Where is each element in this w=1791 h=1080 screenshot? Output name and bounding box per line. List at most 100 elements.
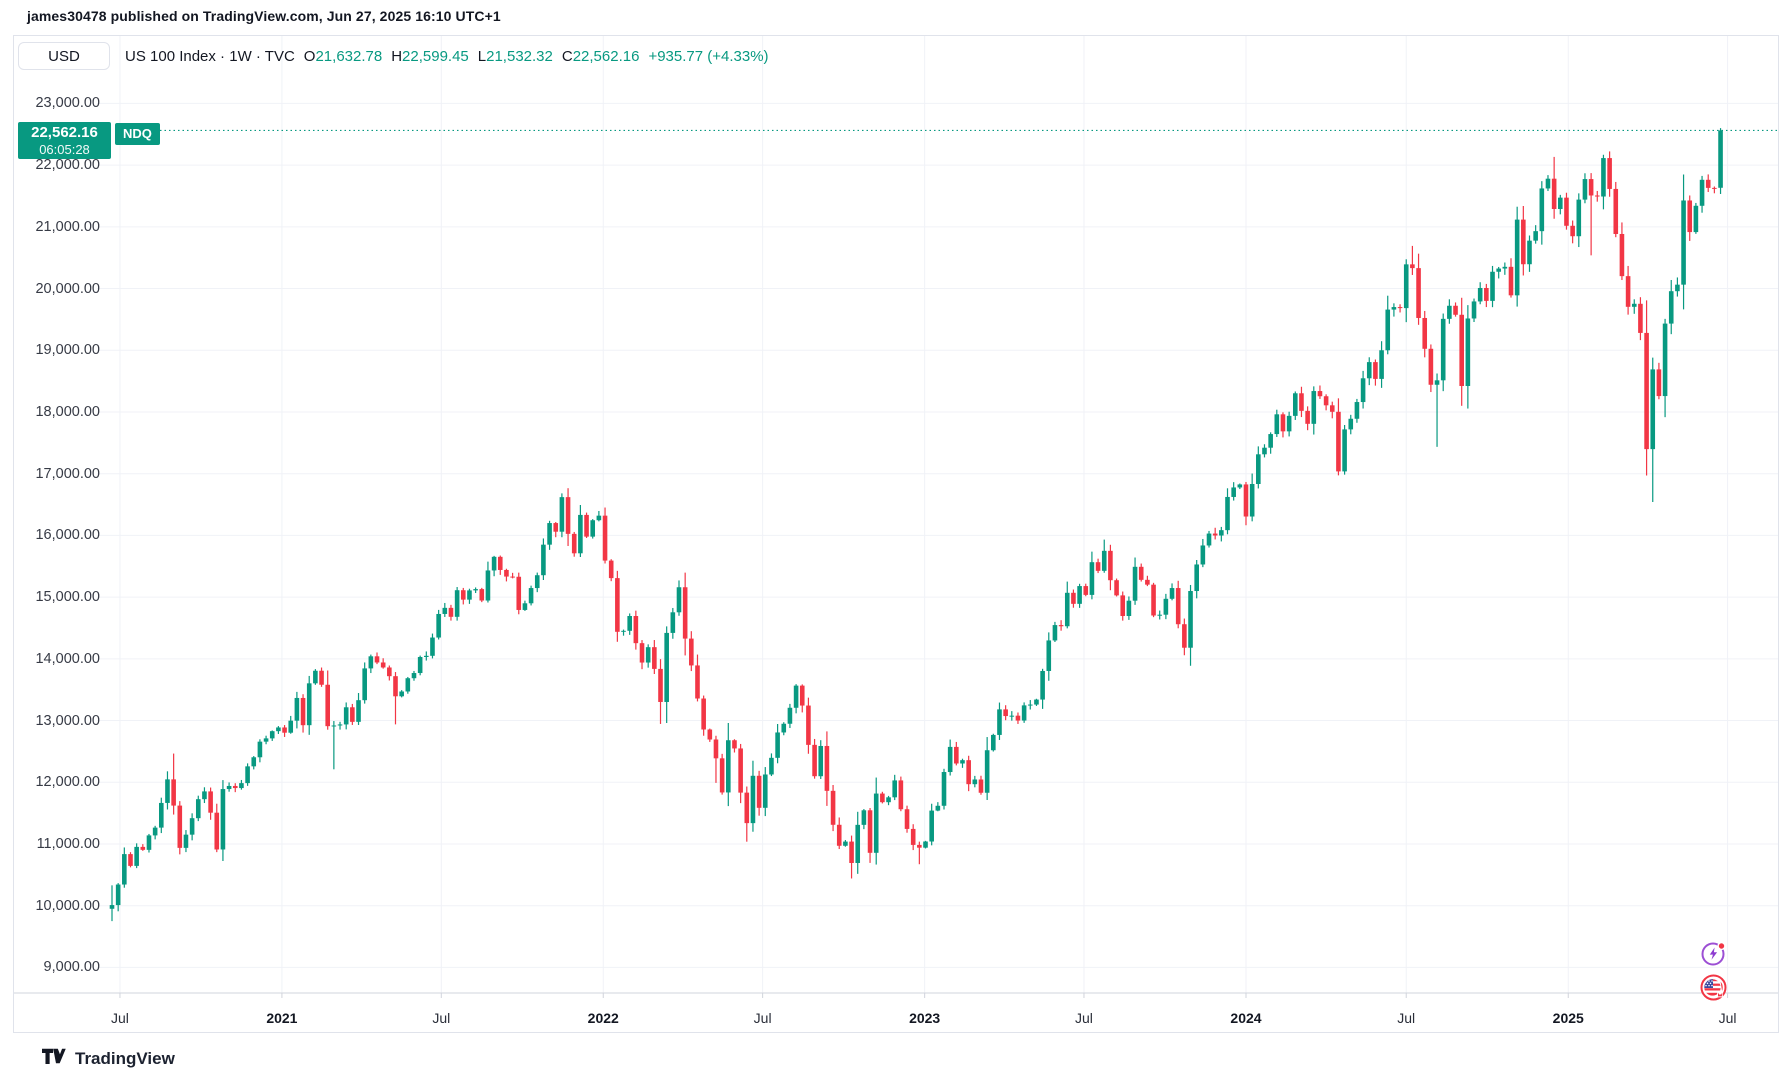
candle-body [214, 812, 220, 850]
candle-body [1718, 130, 1723, 188]
candle-body [1027, 704, 1033, 706]
candle-body [873, 793, 879, 853]
candle-body [1379, 350, 1384, 379]
candle-body [676, 587, 682, 613]
candle-body [658, 668, 663, 702]
candle-body [836, 824, 842, 846]
candle-body [245, 766, 250, 784]
candle-body [522, 603, 528, 610]
candle-body [1514, 219, 1520, 296]
candle-body [1138, 566, 1144, 580]
x-axis-label: Jul [110, 1010, 129, 1026]
candle-body [1385, 309, 1391, 351]
candle-body [1083, 586, 1089, 595]
currency-selector-button[interactable]: USD [18, 42, 110, 70]
candle-body [1052, 625, 1058, 641]
candle-body [362, 668, 367, 701]
candle-body [1416, 268, 1421, 318]
candle-body [325, 684, 331, 727]
candle-body [393, 676, 398, 697]
candle-body [374, 656, 380, 663]
candle-body [904, 809, 910, 829]
y-axis-label: 12,000.00 [35, 774, 100, 791]
candle-body [818, 745, 824, 777]
candle-body [257, 741, 263, 758]
candle-body [1175, 588, 1181, 625]
candle-body [1687, 200, 1693, 233]
candle-body [1317, 391, 1323, 397]
candle-body [1650, 369, 1656, 450]
candle-body [1601, 158, 1606, 197]
candle-body [1132, 566, 1138, 601]
candle-body [910, 828, 916, 845]
candle-body [1422, 317, 1428, 349]
candle-body [442, 607, 448, 614]
candle-body [485, 570, 491, 601]
y-axis-label: 17,000.00 [35, 465, 100, 482]
candle-body [1570, 225, 1575, 237]
candle-body [1108, 550, 1113, 581]
candle-body [1015, 715, 1021, 721]
candle-body [497, 556, 503, 570]
candle-body [639, 643, 645, 663]
candle-body [960, 760, 965, 764]
candle-body [1329, 405, 1335, 412]
y-axis-label: 20,000.00 [35, 280, 100, 297]
candle-body [177, 805, 183, 848]
candle-body [1046, 640, 1052, 671]
candle-body [707, 729, 713, 740]
candle-body [954, 746, 959, 764]
candle-body [732, 740, 737, 749]
candle-body [806, 705, 811, 745]
symbol-title: US 100 Index · 1W · TVC [125, 47, 295, 65]
x-axis-label: 2021 [266, 1010, 298, 1026]
candle-body [645, 647, 651, 663]
candle-body [1120, 595, 1126, 617]
candle-body [935, 805, 941, 811]
candle-body [1662, 323, 1668, 397]
candle-body [510, 576, 515, 578]
ohlc-low: L21,532.32 [477, 47, 553, 65]
candle-body [892, 780, 898, 798]
us-economic-calendar-icon[interactable] [1700, 974, 1727, 1001]
candle-body [269, 731, 275, 739]
candle-body [1305, 410, 1310, 424]
candle-body [719, 758, 725, 793]
candle-body [1009, 715, 1015, 717]
tradingview-attribution-link[interactable]: TradingView [42, 1046, 175, 1071]
candle-body [966, 760, 971, 785]
flash-boost-icon[interactable] [1700, 940, 1727, 967]
x-axis-label: Jul [1718, 1010, 1737, 1026]
candle-body [602, 515, 608, 561]
y-axis-label: 19,000.00 [35, 342, 100, 359]
candle-body [849, 841, 854, 863]
candle-body [1490, 271, 1495, 301]
candle-body [171, 779, 176, 806]
candle-body [1699, 179, 1705, 206]
candle-body [1243, 484, 1249, 517]
candle-body [1077, 586, 1082, 604]
candle-body [664, 632, 669, 702]
candle-body [1681, 200, 1686, 285]
candle-body [682, 587, 688, 639]
candle-body [941, 772, 947, 806]
candle-body [1188, 591, 1193, 648]
candle-body [380, 662, 386, 668]
candle-body [1237, 484, 1243, 488]
tradingview-logo-icon [42, 1048, 66, 1065]
bar-countdown: 06:05:28 [39, 142, 90, 157]
candle-body [991, 734, 996, 751]
candle-body [571, 533, 577, 554]
candle-body [1619, 233, 1625, 277]
candle-body [202, 791, 207, 800]
candle-body [1453, 305, 1458, 315]
last-price-label: 22,562.16 06:05:28 [18, 122, 111, 159]
candle-body [1249, 483, 1255, 517]
candle-body [670, 612, 676, 633]
candle-body [1551, 178, 1557, 209]
candle-body [350, 707, 355, 722]
candle-body [399, 691, 404, 697]
y-axis-label: 10,000.00 [35, 897, 100, 914]
last-price-value: 22,562.16 [31, 124, 98, 141]
